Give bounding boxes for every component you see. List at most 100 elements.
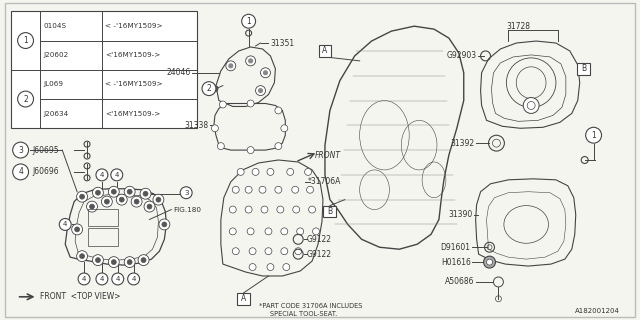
Circle shape — [524, 98, 539, 113]
Text: 1: 1 — [591, 131, 596, 140]
Text: 31728: 31728 — [506, 22, 531, 31]
Circle shape — [101, 196, 112, 207]
Circle shape — [267, 264, 274, 270]
Circle shape — [292, 186, 299, 193]
Text: 31392: 31392 — [451, 139, 475, 148]
Circle shape — [232, 248, 239, 255]
Circle shape — [18, 91, 33, 107]
Circle shape — [93, 255, 104, 266]
Circle shape — [96, 273, 108, 285]
Circle shape — [287, 168, 294, 175]
Circle shape — [305, 168, 312, 175]
Circle shape — [247, 147, 254, 154]
Text: < -'16MY1509>: < -'16MY1509> — [105, 23, 163, 29]
Text: 2: 2 — [207, 84, 211, 93]
Circle shape — [143, 191, 148, 196]
Circle shape — [252, 168, 259, 175]
Circle shape — [124, 257, 135, 268]
Text: A182001204: A182001204 — [575, 308, 620, 314]
Text: 3: 3 — [18, 146, 23, 155]
Circle shape — [228, 64, 233, 68]
Circle shape — [249, 264, 256, 270]
Circle shape — [159, 219, 170, 230]
Circle shape — [265, 248, 272, 255]
Text: FRONT: FRONT — [315, 150, 341, 160]
Circle shape — [255, 86, 266, 96]
Bar — [237, 293, 250, 305]
Circle shape — [486, 259, 493, 265]
Circle shape — [60, 219, 71, 230]
Circle shape — [78, 273, 90, 285]
Circle shape — [229, 228, 236, 235]
Circle shape — [247, 228, 254, 235]
Circle shape — [297, 228, 303, 235]
Text: 31338: 31338 — [185, 121, 209, 130]
Circle shape — [281, 228, 288, 235]
Text: *31706A: *31706A — [308, 177, 342, 186]
Circle shape — [527, 101, 535, 109]
Text: G92903: G92903 — [447, 52, 477, 60]
Text: *PART CODE 31706A INCLUDES: *PART CODE 31706A INCLUDES — [259, 303, 362, 309]
Text: 4: 4 — [100, 276, 104, 282]
Text: 24046: 24046 — [167, 68, 191, 77]
Circle shape — [138, 255, 149, 266]
Circle shape — [265, 228, 272, 235]
Circle shape — [248, 59, 253, 63]
Text: 4: 4 — [116, 276, 120, 282]
Circle shape — [95, 258, 100, 263]
Circle shape — [247, 100, 254, 107]
Circle shape — [283, 264, 290, 270]
Text: D91601: D91601 — [441, 243, 470, 252]
Circle shape — [108, 257, 119, 268]
Circle shape — [79, 194, 84, 199]
Text: 31351: 31351 — [271, 38, 294, 48]
Circle shape — [147, 204, 152, 209]
Circle shape — [116, 194, 127, 205]
Circle shape — [264, 71, 268, 75]
Circle shape — [218, 143, 225, 149]
Circle shape — [86, 201, 97, 212]
Bar — [88, 228, 118, 246]
Circle shape — [246, 56, 255, 66]
Circle shape — [18, 33, 33, 48]
Circle shape — [281, 125, 288, 132]
Circle shape — [72, 224, 83, 235]
Circle shape — [180, 187, 192, 199]
Circle shape — [111, 169, 123, 181]
Circle shape — [312, 228, 319, 235]
Circle shape — [13, 164, 29, 180]
Circle shape — [111, 189, 116, 194]
Bar — [11, 11, 197, 128]
Text: B: B — [581, 64, 586, 73]
Text: H01616: H01616 — [441, 258, 470, 267]
Text: FRONT  <TOP VIEW>: FRONT <TOP VIEW> — [40, 292, 121, 301]
Text: JL069: JL069 — [44, 81, 63, 87]
Text: 4: 4 — [100, 172, 104, 178]
Circle shape — [292, 206, 300, 213]
Text: A: A — [241, 294, 246, 303]
Text: 4: 4 — [82, 276, 86, 282]
Text: 1: 1 — [246, 17, 251, 26]
Circle shape — [586, 127, 602, 143]
Circle shape — [484, 256, 495, 268]
Circle shape — [156, 197, 161, 202]
Text: 4: 4 — [18, 167, 23, 176]
Bar — [88, 209, 118, 227]
Circle shape — [96, 169, 108, 181]
Circle shape — [242, 14, 255, 28]
Circle shape — [260, 68, 271, 78]
Text: J60695: J60695 — [33, 146, 59, 155]
Circle shape — [275, 143, 282, 149]
Text: FIG.180: FIG.180 — [173, 207, 202, 212]
Circle shape — [134, 199, 139, 204]
Circle shape — [259, 89, 262, 92]
Circle shape — [13, 142, 29, 158]
Circle shape — [232, 186, 239, 193]
Circle shape — [141, 258, 146, 263]
Text: 3: 3 — [184, 190, 188, 196]
Text: A50686: A50686 — [445, 277, 475, 286]
Circle shape — [307, 186, 314, 193]
Circle shape — [108, 186, 119, 197]
Circle shape — [77, 191, 88, 202]
Circle shape — [295, 248, 301, 255]
